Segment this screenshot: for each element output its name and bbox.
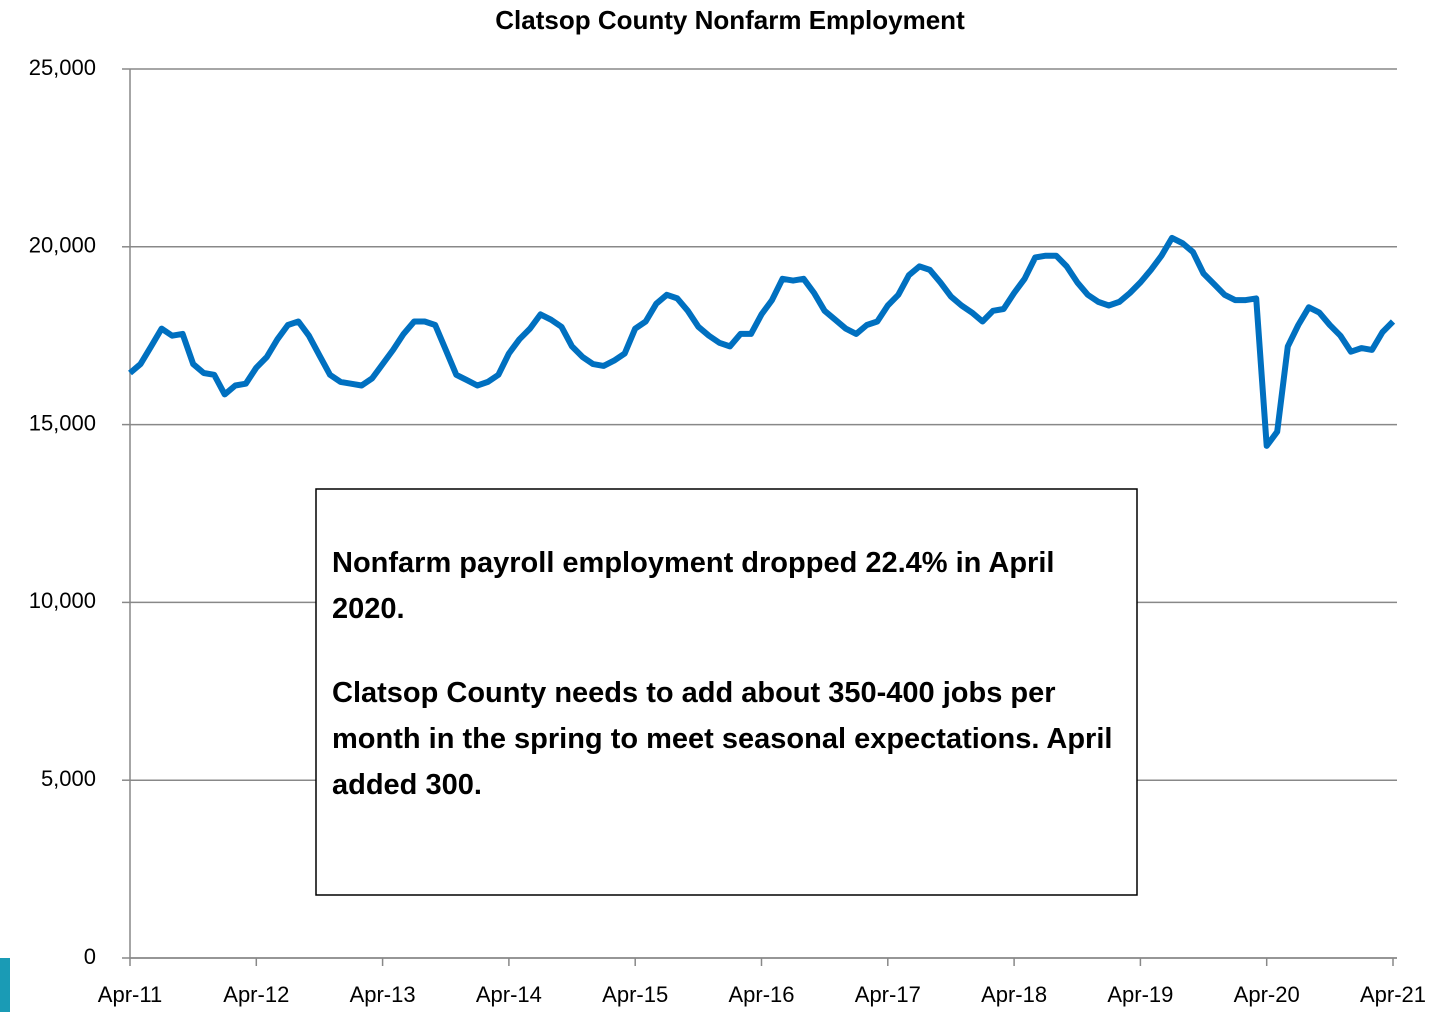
line-series: [128, 234, 1396, 449]
annotation-box: [315, 488, 1138, 896]
decoration: [0, 958, 10, 1012]
x-tick-label: Apr-17: [855, 982, 921, 1007]
y-tick-label: 25,000: [29, 55, 96, 80]
x-tick-label: Apr-14: [476, 982, 542, 1007]
y-tick-label: 20,000: [29, 233, 96, 258]
chart-title: Clatsop County Nonfarm Employment: [495, 5, 965, 35]
x-tick-label: Apr-12: [223, 982, 289, 1007]
annotation: Nonfarm payroll employment dropped 22.4%…: [332, 540, 1122, 808]
y-tick-label: 15,000: [29, 410, 96, 435]
x-tick-label: Apr-16: [728, 982, 794, 1007]
x-tick-label: Apr-19: [1107, 982, 1173, 1007]
x-tick-label: Apr-20: [1234, 982, 1300, 1007]
annotation-paragraph: Nonfarm payroll employment dropped 22.4%…: [332, 547, 1055, 625]
annotation-paragraph: Clatsop County needs to add about 350-40…: [332, 677, 1113, 801]
y-tick-label: 10,000: [29, 588, 96, 613]
y-tick-label: 5,000: [41, 766, 96, 791]
x-tick-label: Apr-18: [981, 982, 1047, 1007]
y-tick-label: 0: [84, 944, 96, 969]
x-tick-label: Apr-15: [602, 982, 668, 1007]
annotation-text: Nonfarm payroll employment dropped 22.4%…: [332, 540, 1122, 808]
x-tick-label: Apr-11: [98, 982, 162, 1007]
x-tick-label: Apr-13: [350, 982, 416, 1007]
x-tick-label: Apr-21: [1360, 982, 1426, 1007]
